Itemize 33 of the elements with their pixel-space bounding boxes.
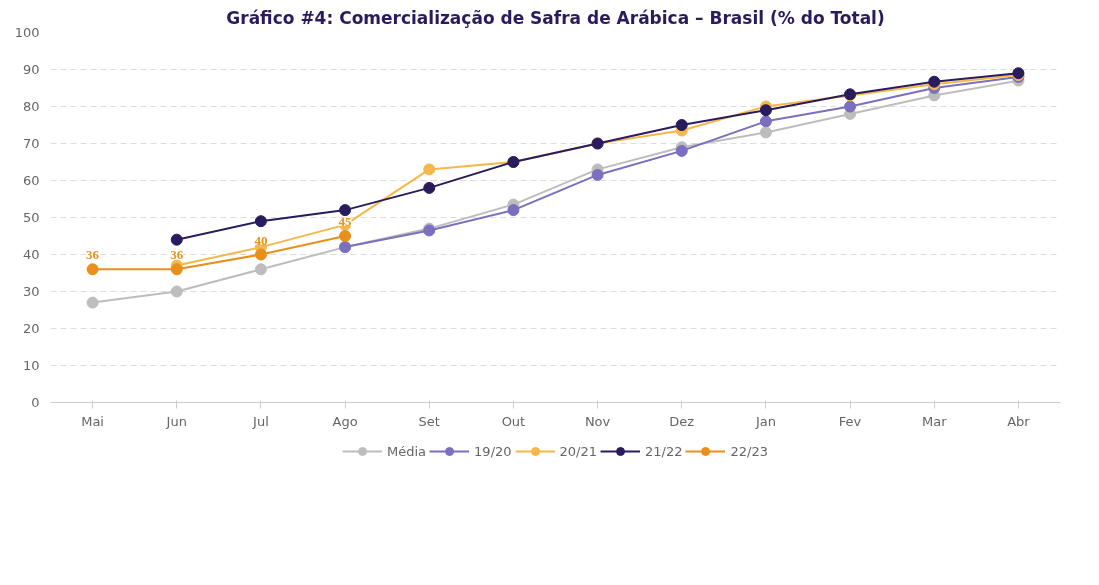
y-tick-label: 0	[31, 395, 40, 410]
y-tick-label: 80	[22, 99, 40, 114]
y-tick-label: 100	[14, 25, 40, 40]
legend-label: 21/22	[645, 443, 683, 459]
y-tick-label: 30	[22, 284, 40, 299]
y-tick-label: 20	[22, 321, 40, 336]
x-tick-label: Jan	[754, 413, 776, 429]
x-tick-label: Ago	[332, 413, 358, 429]
x-tick-label: Fev	[838, 413, 862, 429]
x-tick-label: Out	[501, 413, 526, 429]
x-tick-label: Mai	[81, 413, 104, 429]
data-label: 36	[86, 247, 100, 263]
chart-title: Gráfico #4: Comercialização de Safra de Arábica – Brasil (% do Total)	[226, 7, 885, 28]
x-tick-label: Set	[418, 413, 440, 429]
y-tick-label: 50	[22, 210, 40, 225]
legend-label: 22/23	[730, 443, 768, 459]
x-tick-label: Nov	[584, 413, 611, 429]
y-tick-label: 40	[22, 247, 40, 262]
x-tick-label: Mar	[921, 413, 948, 429]
x-tick-label: Jul	[252, 413, 269, 429]
y-tick-label: 90	[22, 62, 40, 77]
data-label: 36	[170, 247, 184, 263]
legend-label: 20/21	[559, 443, 598, 459]
y-tick-label: 10	[22, 358, 40, 373]
x-tick-label: Abr	[1007, 413, 1031, 429]
x-tick-label: Dez	[669, 413, 695, 429]
y-tick-label: 60	[22, 173, 40, 188]
legend-label: 19/20	[474, 443, 512, 459]
data-label: 40	[254, 232, 268, 248]
y-tick-label: 70	[22, 136, 40, 151]
x-tick-label: Jun	[165, 413, 187, 429]
data-label: 45	[338, 214, 353, 229]
legend-label: Média	[387, 443, 427, 459]
